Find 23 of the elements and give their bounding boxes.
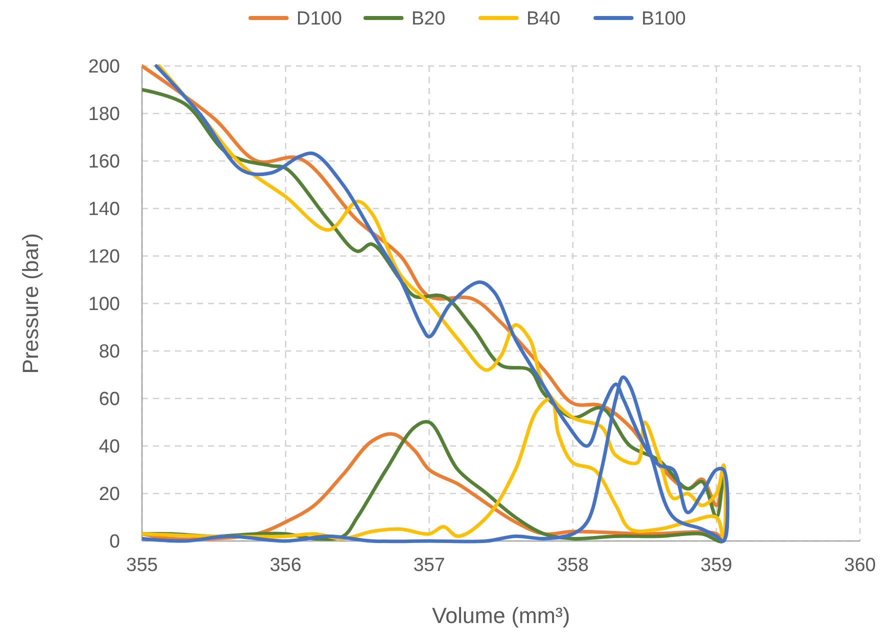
- y-tick-label: 180: [88, 104, 120, 126]
- legend-label: B100: [642, 8, 686, 30]
- y-axis-title: Pressure (bar): [18, 233, 43, 374]
- y-tick-label: 200: [88, 56, 120, 78]
- y-tick-label: 20: [98, 484, 120, 506]
- x-tick-label: 357: [413, 555, 446, 576]
- x-tick-label: 356: [270, 555, 302, 576]
- x-tick-label: 358: [556, 555, 589, 576]
- x-tick-label: 359: [700, 555, 732, 576]
- y-tick-label: 60: [98, 389, 120, 410]
- y-tick-label: 160: [88, 152, 120, 173]
- x-axis-title: Volume (mm³): [432, 603, 570, 628]
- x-tick-label: 355: [126, 555, 158, 576]
- x-tick-label: 360: [844, 555, 876, 576]
- y-tick-label: 40: [98, 436, 120, 458]
- y-tick-label: 140: [88, 199, 120, 220]
- y-tick-label: 0: [109, 532, 120, 553]
- y-tick-label: 120: [88, 246, 120, 268]
- legend-label: B20: [412, 8, 446, 30]
- legend-label: B40: [526, 8, 560, 30]
- legend-label: D100: [296, 8, 342, 30]
- y-tick-label: 80: [98, 342, 120, 363]
- y-tick-label: 100: [88, 294, 120, 316]
